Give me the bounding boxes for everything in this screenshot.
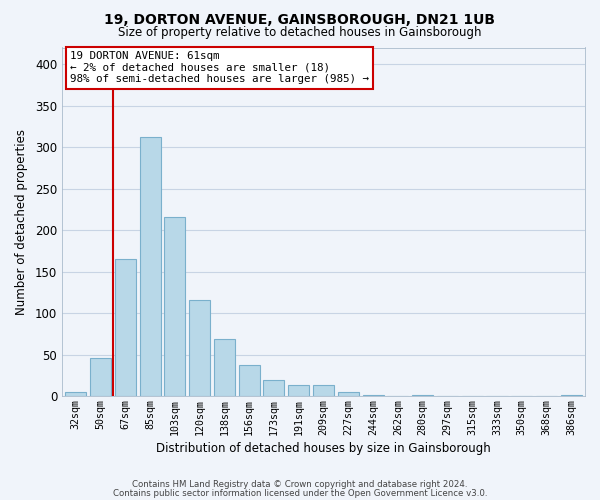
Bar [338,392,359,396]
Text: 19 DORTON AVENUE: 61sqm
← 2% of detached houses are smaller (18)
98% of semi-det: 19 DORTON AVENUE: 61sqm ← 2% of detached… [70,51,369,84]
Bar [90,358,111,397]
Bar [65,392,86,396]
X-axis label: Distribution of detached houses by size in Gainsborough: Distribution of detached houses by size … [156,442,491,455]
Bar [140,137,161,396]
Bar [115,260,136,396]
Bar [313,386,334,396]
Bar [412,394,433,396]
Bar [239,364,260,396]
Text: Size of property relative to detached houses in Gainsborough: Size of property relative to detached ho… [118,26,482,39]
Text: Contains public sector information licensed under the Open Government Licence v3: Contains public sector information licen… [113,489,487,498]
Bar [164,217,185,396]
Bar [288,386,309,396]
Bar [189,300,210,396]
Text: 19, DORTON AVENUE, GAINSBOROUGH, DN21 1UB: 19, DORTON AVENUE, GAINSBOROUGH, DN21 1U… [104,12,496,26]
Bar [214,339,235,396]
Y-axis label: Number of detached properties: Number of detached properties [15,129,28,315]
Text: Contains HM Land Registry data © Crown copyright and database right 2024.: Contains HM Land Registry data © Crown c… [132,480,468,489]
Bar [263,380,284,396]
